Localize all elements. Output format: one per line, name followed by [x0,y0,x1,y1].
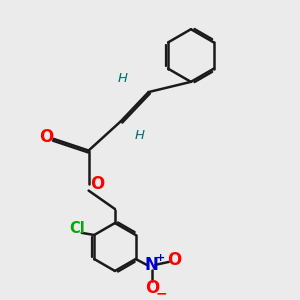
Text: −: − [155,286,167,300]
Text: O: O [90,175,104,193]
Text: O: O [167,251,182,269]
Text: H: H [117,72,127,86]
Text: +: + [156,253,165,263]
Text: Cl: Cl [69,221,85,236]
Text: H: H [135,128,145,142]
Text: O: O [39,128,53,146]
Text: O: O [145,279,159,297]
Text: N: N [145,256,159,274]
